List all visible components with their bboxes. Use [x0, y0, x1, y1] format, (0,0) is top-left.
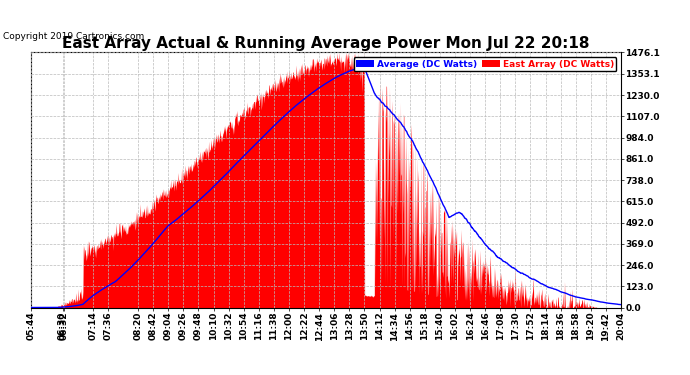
Title: East Array Actual & Running Average Power Mon Jul 22 20:18: East Array Actual & Running Average Powe…: [62, 36, 590, 51]
Text: Copyright 2019 Cartronics.com: Copyright 2019 Cartronics.com: [3, 32, 145, 41]
Legend: Average (DC Watts), East Array (DC Watts): Average (DC Watts), East Array (DC Watts…: [354, 57, 616, 71]
